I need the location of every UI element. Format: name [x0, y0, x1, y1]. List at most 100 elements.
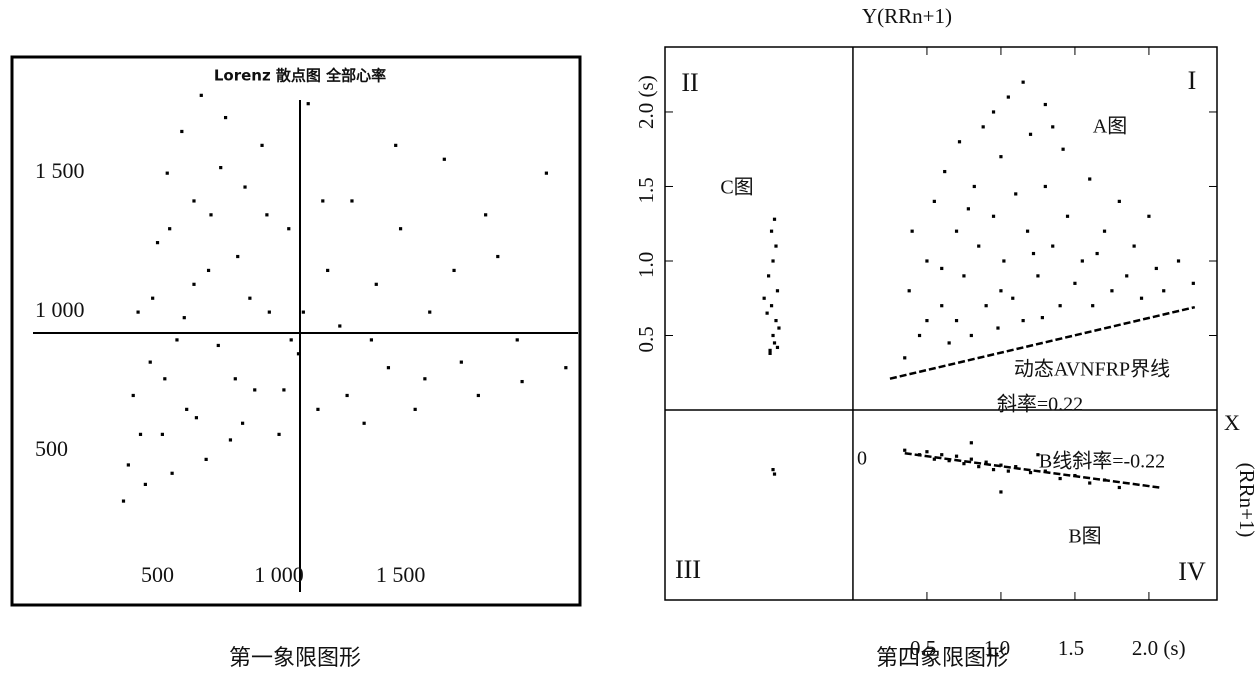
scatter-point [345, 393, 349, 398]
scatter-point [777, 326, 781, 330]
scatter-point [160, 432, 164, 436]
scatter-point [136, 310, 140, 314]
scatter-point [984, 460, 988, 464]
scatter-point [972, 184, 976, 189]
scatter-point [1073, 281, 1077, 285]
scatter-point [267, 310, 271, 314]
scatter-point [925, 450, 929, 454]
scatter-point [769, 229, 774, 233]
scatter-point [1028, 132, 1033, 136]
quadrant-label: I [1188, 66, 1197, 95]
scatter-point [126, 463, 130, 467]
scatter-point [374, 282, 378, 286]
scatter-point [991, 110, 996, 114]
scatter-point [175, 338, 179, 342]
scatter-point [192, 282, 196, 286]
scatter-point [206, 268, 211, 273]
scatter-point [981, 125, 985, 129]
scatter-point [969, 457, 973, 461]
scatter-point [1176, 259, 1181, 263]
scatter-point [326, 268, 330, 273]
scatter-point [386, 366, 391, 370]
scatter-point [1028, 470, 1033, 475]
scatter-point [223, 115, 228, 120]
scatter-point [1110, 289, 1114, 293]
scatter-point [1043, 184, 1047, 189]
scatter-point [940, 453, 944, 457]
scatter-point [151, 296, 155, 300]
x-tick-label: 1.5 [1058, 636, 1084, 660]
scatter-point [287, 227, 291, 231]
scatter-point [515, 338, 519, 342]
scatter-point [962, 462, 966, 466]
scatter-point [321, 199, 325, 203]
scatter-point [999, 289, 1003, 293]
scatter-point [148, 360, 152, 364]
scatter-point [771, 333, 775, 338]
boundary-line [889, 305, 1196, 380]
scatter-point [1058, 476, 1062, 481]
scatter-point [163, 377, 167, 381]
scatter-point [362, 421, 366, 425]
scatter-point [216, 343, 220, 348]
scatter-point [306, 102, 310, 106]
scatter-point [771, 259, 775, 263]
scatter-point [1147, 214, 1151, 218]
scatter-point [296, 352, 301, 356]
scatter-point [265, 213, 269, 217]
scatter-point [903, 448, 907, 452]
scatter-point [143, 482, 147, 486]
scatter-point [962, 274, 966, 278]
scatter-point [484, 213, 488, 217]
scatter-point [182, 316, 186, 320]
y-tick-label: 1 500 [35, 158, 85, 183]
annotation: 斜率=0.22 [997, 393, 1083, 416]
scatter-point [1021, 318, 1025, 323]
scatter-point [564, 366, 568, 370]
scatter-point [947, 459, 951, 463]
scatter-point [775, 345, 780, 350]
scatter-point [1088, 177, 1092, 181]
scatter-point [1154, 266, 1158, 271]
scatter-point [240, 421, 245, 425]
scatter-point [236, 254, 240, 259]
scatter-point [1058, 304, 1062, 308]
scatter-point [1088, 481, 1092, 485]
scatter-point [316, 407, 320, 411]
scatter-point [442, 157, 446, 161]
scatter-point [260, 143, 264, 147]
scatter-point [185, 407, 189, 411]
scatter-point [932, 457, 936, 461]
scatter-point [1095, 251, 1099, 256]
scatter-point [1014, 192, 1018, 196]
scatter-point [932, 199, 936, 203]
scatter-point [204, 457, 208, 461]
scatter-point [768, 351, 772, 355]
scatter-point [413, 407, 417, 411]
scatter-point [917, 333, 922, 338]
scatter-point [1031, 251, 1036, 256]
scatter-point [910, 229, 914, 233]
quadrant-label: III [675, 555, 701, 584]
scatter-point [940, 304, 944, 308]
scatter-point [947, 341, 951, 345]
scatter-point [925, 318, 929, 323]
scatter-point [219, 166, 223, 170]
right-frame [664, 46, 1218, 601]
scatter-point [228, 438, 233, 442]
scatter-point [1036, 274, 1040, 278]
scatter-point [775, 289, 780, 293]
scatter-point [369, 338, 374, 342]
scatter-point [289, 338, 293, 342]
left-caption: 第一象限图形 [229, 645, 361, 670]
annotation: 0 [857, 448, 867, 470]
scatter-point [1117, 199, 1121, 203]
scatter-point [1117, 485, 1121, 490]
scatter-point [1065, 214, 1070, 218]
x-tick-label: 0.5 [910, 636, 936, 660]
scatter-point [1080, 259, 1084, 263]
scatter-point [1061, 147, 1065, 151]
scatter-point [762, 296, 766, 300]
scatter-point [1132, 244, 1136, 248]
